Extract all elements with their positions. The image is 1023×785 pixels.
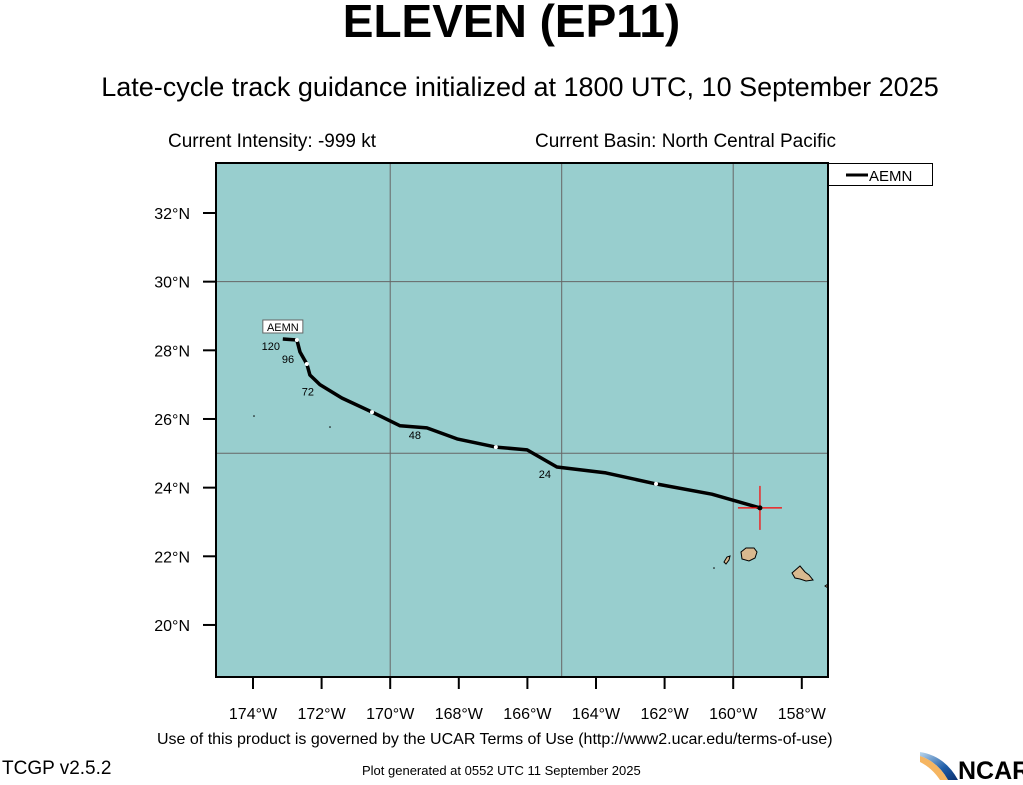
- track-point-12h: [294, 338, 299, 343]
- x-tick-label: 162°W: [640, 706, 689, 723]
- map-frame: [215, 162, 829, 678]
- legend-label-aemn: AEMN: [869, 168, 912, 185]
- current-basin: Current Basin: North Central Pacific: [535, 131, 836, 152]
- forecast-hour-label: 24: [539, 469, 551, 481]
- x-tick-label: 172°W: [297, 706, 346, 723]
- x-tick-label: 174°W: [229, 706, 278, 723]
- island-kauai: [740, 547, 758, 562]
- y-tick-label: 28°N: [154, 343, 190, 360]
- x-tick-label: 166°W: [503, 706, 552, 723]
- terms-of-use-text: Use of this product is governed by the U…: [157, 731, 833, 748]
- x-tick-label: 158°W: [778, 706, 827, 723]
- track-end-label-box: [262, 319, 304, 334]
- ncar-logo-text: NCAR: [958, 757, 1023, 780]
- track-point-12h: [370, 410, 375, 415]
- x-tick-label: 168°W: [435, 706, 484, 723]
- storm-title: ELEVEN (EP11): [342, 0, 681, 47]
- current-position-dot: [757, 505, 763, 511]
- y-tick-label: 20°N: [154, 618, 190, 635]
- x-tick-label: 170°W: [366, 706, 415, 723]
- track-line-aemn: [282, 337, 761, 510]
- legend: AEMN: [828, 163, 933, 186]
- y-tick-label: 22°N: [154, 549, 190, 566]
- island-oahu: [791, 565, 814, 582]
- island-niihau: [723, 555, 731, 565]
- x-tick-label: 164°W: [572, 706, 621, 723]
- track-point-12h: [304, 362, 309, 367]
- current-intensity: Current Intensity: -999 kt: [168, 131, 377, 152]
- track-end-label: AEMN: [267, 322, 299, 334]
- y-tick-label: 32°N: [154, 206, 190, 223]
- y-tick-label: 30°N: [154, 275, 190, 292]
- x-tick-label: 160°W: [709, 706, 758, 723]
- forecast-hour-label: 120: [262, 341, 280, 353]
- y-tick-label: 26°N: [154, 412, 190, 429]
- generated-timestamp: Plot generated at 0552 UTC 11 September …: [362, 763, 641, 778]
- track-point-12h: [493, 445, 498, 450]
- y-tick-label: 24°N: [154, 481, 190, 498]
- guidance-subtitle: Late-cycle track guidance initialized at…: [101, 72, 939, 102]
- ocean-background: [216, 163, 828, 677]
- version-label: TCGP v2.5.2: [2, 758, 112, 779]
- track-point-12h: [654, 481, 659, 486]
- forecast-hour-label: 48: [409, 430, 421, 442]
- forecast-hour-label: 96: [282, 354, 294, 366]
- small-islets: [253, 415, 715, 569]
- forecast-hour-label: 72: [302, 387, 314, 399]
